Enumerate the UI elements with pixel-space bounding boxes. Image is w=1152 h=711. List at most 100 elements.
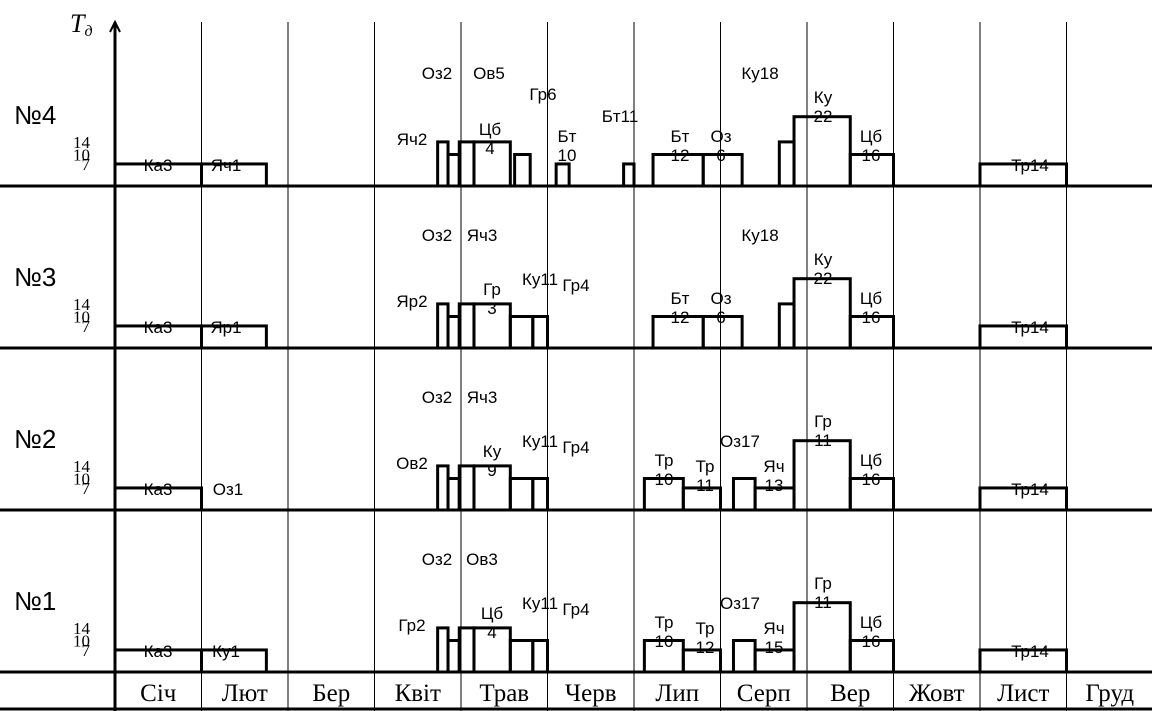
bar-label: Ку18 [741,226,778,245]
bar [200,648,268,674]
month-label: Лют [222,680,268,707]
month-axis: Січ Лют Бер Квіт Трав Черв Лип Серп Вер Жовт Лист Г… [140,680,1134,707]
bar-label: Оз 6 [710,127,731,165]
bar-label: Гр4 [562,600,589,619]
bar-label: Оз 6 [710,289,731,327]
bar [446,639,461,674]
bar [446,477,461,512]
bar-label: Гр2 [398,616,425,635]
bar-label: Ку 22 [814,250,833,288]
bar-label: Гр 3 [483,280,501,318]
month-label: Серп [737,680,791,707]
bar-label: Яч3 [467,226,498,245]
bar-label: Ку11 [522,270,558,289]
bar-label: Гр4 [562,276,589,295]
bar-label: Цб 4 [479,120,502,158]
month-label: Трав [479,680,529,707]
tick-label: 10 [73,470,90,489]
bar-label: Ов5 [473,64,505,83]
bar [848,315,895,350]
bar [777,302,796,350]
bar-label: Бт11 [602,107,639,126]
bar [978,648,1068,674]
tick-label: 7 [82,155,91,174]
bar-label: Тр14 [1011,318,1049,337]
bar-label: Ку 22 [814,88,833,126]
month-label: Черв [565,680,617,707]
bar [681,648,722,674]
month-label: Груд [1085,680,1134,707]
bar [531,639,549,674]
bar [446,315,461,350]
bar [731,477,757,512]
row-label: №4 [14,100,56,130]
bar-label: Ка3 [144,480,173,499]
bar-label: Яр1 [210,318,241,337]
bar [554,162,571,188]
bar-label: Оз1 [213,480,243,499]
row-label: №3 [14,262,56,292]
bars [113,115,1068,674]
row-label: №1 [14,586,56,616]
bar-label: Цб 16 [860,451,883,489]
bar-label: Ку11 [522,594,558,613]
bar-label: Тр14 [1011,642,1049,661]
bar [848,639,895,674]
bar [200,324,268,350]
bar-label: Цб 16 [860,127,883,165]
bar [978,324,1068,350]
bar-label: Оз17 [720,594,760,613]
bar [978,162,1068,188]
bar [436,302,450,350]
bar [436,626,450,674]
bar [731,639,757,674]
bar-label: Оз17 [720,432,760,451]
axis-arrow [109,19,121,33]
bar-label: Яр2 [396,292,427,311]
bar-label: Ка3 [144,318,173,337]
bar [792,601,852,674]
bar [472,140,512,188]
bar [508,315,535,350]
bar-label: Оз2 [422,550,452,569]
tick-label: 10 [73,632,90,651]
bar [508,639,535,674]
bar-labels: Ка3 Яч1 Яч2 Оз2 Ов5 Цб 4 Гр6 Бт 10 Бт11 Бт 12 Оз 6 Ку18… [144,64,1049,661]
bar [681,486,722,512]
tick-label: 10 [73,146,90,165]
month-label: Лип [655,680,699,707]
bar-label: Бт 10 [558,127,577,165]
bar [848,477,895,512]
bar [792,439,852,512]
bar-label: Тр 12 [696,619,715,657]
bar-label: Ка3 [144,642,173,661]
bar-label: Оз2 [422,388,452,407]
bar-label: Ку 9 [483,442,502,480]
bar-label: Гр6 [529,85,556,104]
tick-label: 14 [73,133,91,152]
bar-label: Оз2 [422,64,452,83]
tick-label: 10 [73,308,90,327]
bar-label: Яч2 [397,130,428,149]
bar-label: Тр 10 [655,613,674,651]
bar-label: Бт 12 [671,289,690,327]
bar-label: Цб 16 [860,613,883,651]
tick-label: 14 [73,457,91,476]
bar [701,315,744,350]
bar-label: Ка3 [144,156,173,175]
axis-title-symbol: T [70,9,86,38]
month-label: Жовт [909,680,965,707]
bar [508,477,535,512]
bar-label: Яч 15 [763,619,784,657]
bar [436,464,450,512]
bar [513,153,532,188]
bar [701,153,744,188]
bar-label: Оз2 [422,226,452,245]
bar-label: Гр4 [562,438,589,457]
tick-label: 14 [73,619,91,638]
bar [792,277,852,350]
bar-label: Ку1 [212,642,240,661]
tick-label: 7 [82,479,91,498]
bar [622,162,636,188]
